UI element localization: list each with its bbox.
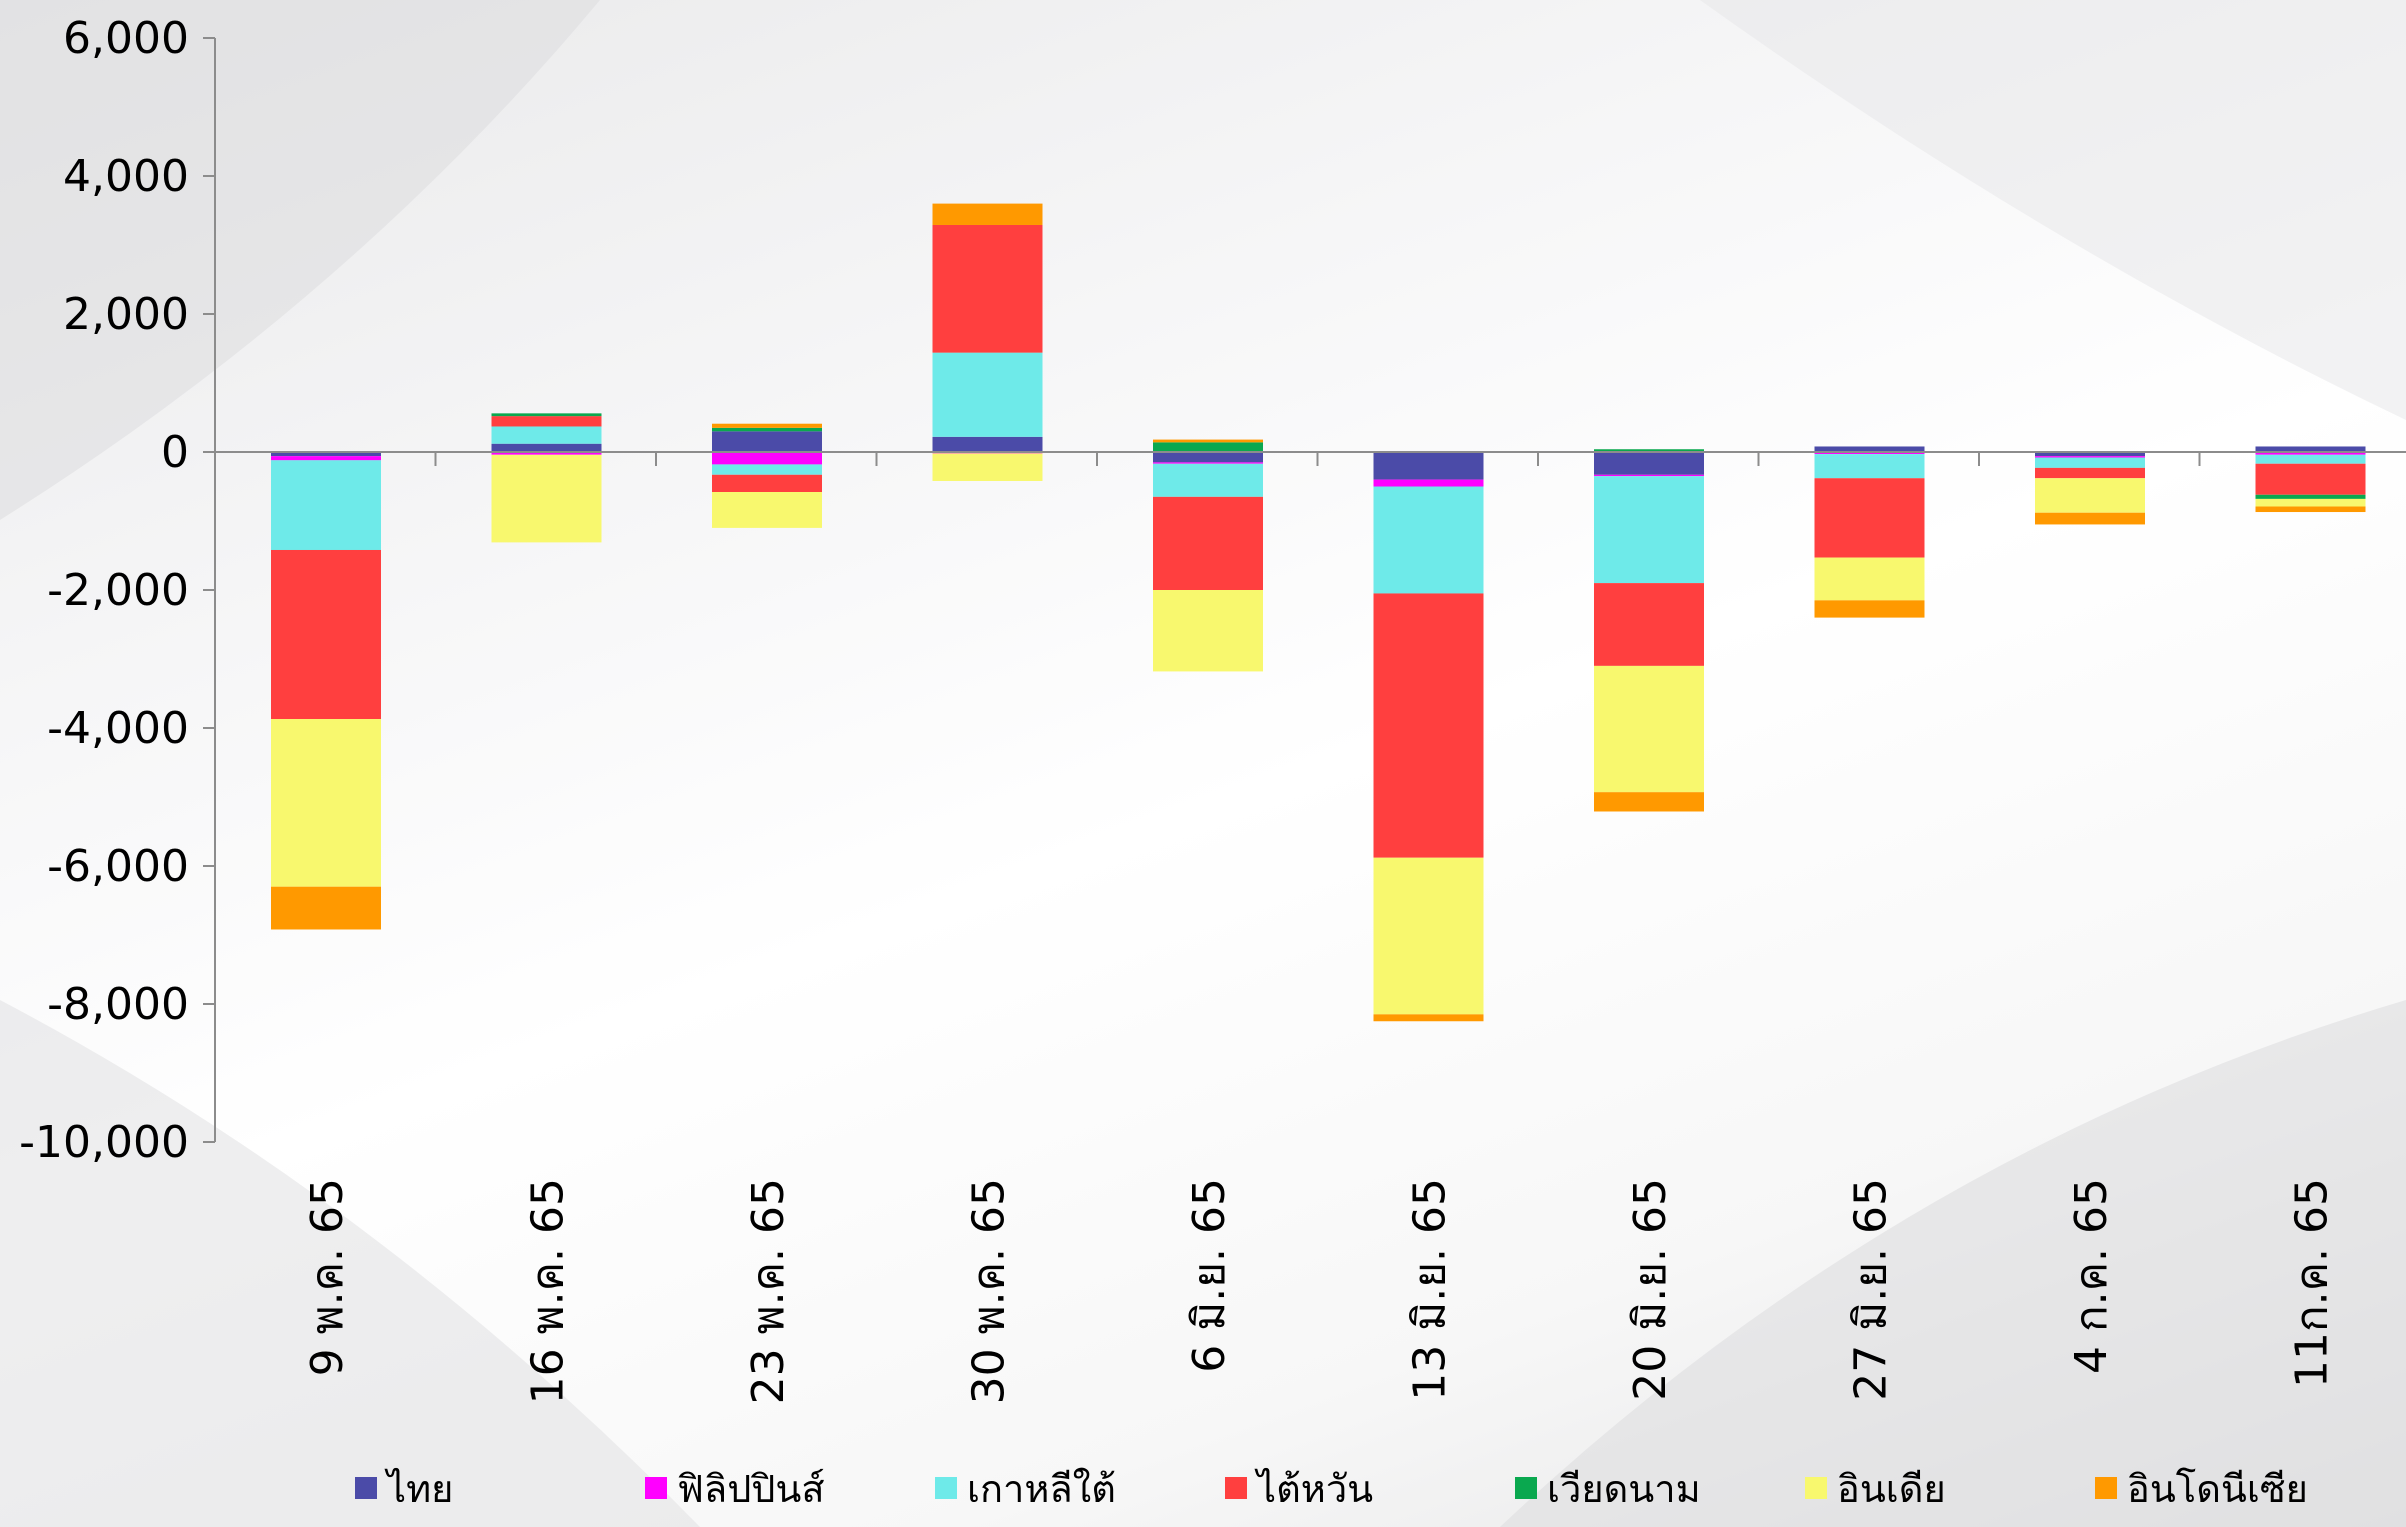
bar-segment — [712, 431, 822, 452]
legend-swatch — [1515, 1477, 1537, 1499]
bar-segment — [1153, 442, 1263, 452]
bar-segment — [271, 719, 381, 887]
y-tick-label: -6,000 — [47, 841, 189, 892]
bar-segment — [2255, 506, 2366, 513]
x-tick-label: 23 พ.ค. 65 — [743, 1178, 794, 1404]
bar-segment — [1594, 449, 1704, 452]
bar-segment — [1153, 452, 1263, 463]
bar-segment — [1153, 590, 1263, 672]
x-tick-label: 30 พ.ค. 65 — [964, 1178, 1015, 1404]
legend-swatch — [355, 1477, 377, 1499]
bar-segment — [1153, 496, 1263, 590]
bar-segment — [932, 203, 1043, 225]
bar-segment — [2035, 467, 2145, 479]
y-tick-label: 4,000 — [63, 151, 189, 202]
bar-segment — [491, 416, 602, 427]
bar-segment — [491, 443, 602, 452]
bar-segment — [2035, 452, 2145, 457]
bar-segment — [1594, 665, 1704, 793]
bar-segment — [491, 452, 602, 455]
bar-segment — [1594, 792, 1704, 812]
legend-label: ไทย — [384, 1467, 453, 1511]
legend-swatch — [1805, 1477, 1827, 1499]
bar-segment — [1594, 476, 1704, 584]
legend-label: ไต้หวัน — [1254, 1467, 1373, 1511]
bar-segment — [2035, 456, 2145, 458]
legend-swatch — [2095, 1477, 2117, 1499]
bar-segment — [712, 423, 822, 428]
bar-segment — [1373, 452, 1484, 480]
x-tick-label: 16 พ.ค. 65 — [523, 1178, 574, 1404]
y-tick-label: -4,000 — [47, 703, 189, 754]
bar-segment — [1594, 583, 1704, 666]
bar-segment — [2255, 446, 2366, 452]
bar-segment — [2035, 478, 2145, 513]
bar-segment — [932, 453, 1043, 481]
x-tick-label: 9 พ.ค. 65 — [302, 1178, 353, 1376]
bar-segment — [2255, 452, 2366, 455]
bar-segment — [1814, 454, 1925, 479]
bar-segment — [271, 460, 381, 550]
legend-label: อินเดีย — [1837, 1467, 1946, 1511]
bar-segment — [1594, 452, 1704, 475]
y-tick-label: 6,000 — [63, 13, 189, 64]
y-tick-label: -10,000 — [19, 1117, 189, 1168]
bar-segment — [2035, 512, 2145, 525]
bar-segment — [932, 352, 1043, 437]
bar-segment — [2255, 463, 2366, 495]
legend-swatch — [1225, 1477, 1247, 1499]
x-tick-label: 20 มิ.ย. 65 — [1625, 1178, 1676, 1401]
bar-segment — [1153, 462, 1263, 464]
bar-segment — [1594, 474, 1704, 477]
bar-segment — [1373, 857, 1484, 1015]
x-tick-label: 4 ก.ค. 65 — [2066, 1178, 2117, 1374]
bar-segment — [1814, 446, 1925, 452]
x-tick-label: 27 มิ.ย. 65 — [1846, 1178, 1897, 1401]
bar-segment — [1153, 463, 1263, 497]
y-tick-label: -2,000 — [47, 565, 189, 616]
legend-label: เวียดนาม — [1547, 1467, 1701, 1511]
bar-segment — [1814, 478, 1925, 558]
legend-label: ฟิลิปปินส์ — [677, 1467, 825, 1511]
bar-segment — [1814, 557, 1925, 601]
bar-segment — [712, 474, 822, 493]
bar-segment — [932, 436, 1043, 452]
bar-segment — [712, 452, 822, 465]
bar-segment — [712, 464, 822, 475]
bar-segment — [1814, 452, 1925, 455]
bar-segment — [2255, 454, 2366, 464]
bar-segment — [271, 549, 381, 720]
bar-segment — [2255, 498, 2366, 507]
bar-segment — [932, 224, 1043, 353]
y-tick-label: 0 — [161, 427, 189, 478]
bar-segment — [491, 413, 602, 417]
legend-swatch — [935, 1477, 957, 1499]
bar-segment — [1373, 479, 1484, 487]
bar-segment — [491, 454, 602, 543]
legend-swatch — [645, 1477, 667, 1499]
legend-label: เกาหลีใต้ — [967, 1467, 1116, 1511]
x-tick-label: 11ก.ค. 65 — [2287, 1178, 2338, 1388]
bar-segment — [712, 427, 822, 432]
legend-label: อินโดนีเซีย — [2127, 1467, 2308, 1511]
bar-segment — [271, 456, 381, 461]
bar-segment — [271, 452, 381, 457]
bar-segment — [2035, 457, 2145, 468]
y-tick-label: 2,000 — [63, 289, 189, 340]
bar-segment — [491, 426, 602, 444]
x-tick-label: 13 มิ.ย. 65 — [1405, 1178, 1456, 1401]
bar-segment — [1814, 600, 1925, 618]
bar-segment — [2255, 494, 2366, 499]
bar-segment — [1153, 439, 1263, 443]
bar-segment — [712, 492, 822, 528]
x-tick-label: 6 มิ.ย. 65 — [1184, 1178, 1235, 1373]
y-tick-label: -8,000 — [47, 979, 189, 1030]
bar-segment — [1373, 593, 1484, 858]
bar-segment — [1373, 486, 1484, 594]
bar-segment — [1373, 1014, 1484, 1022]
bar-segment — [271, 886, 381, 930]
